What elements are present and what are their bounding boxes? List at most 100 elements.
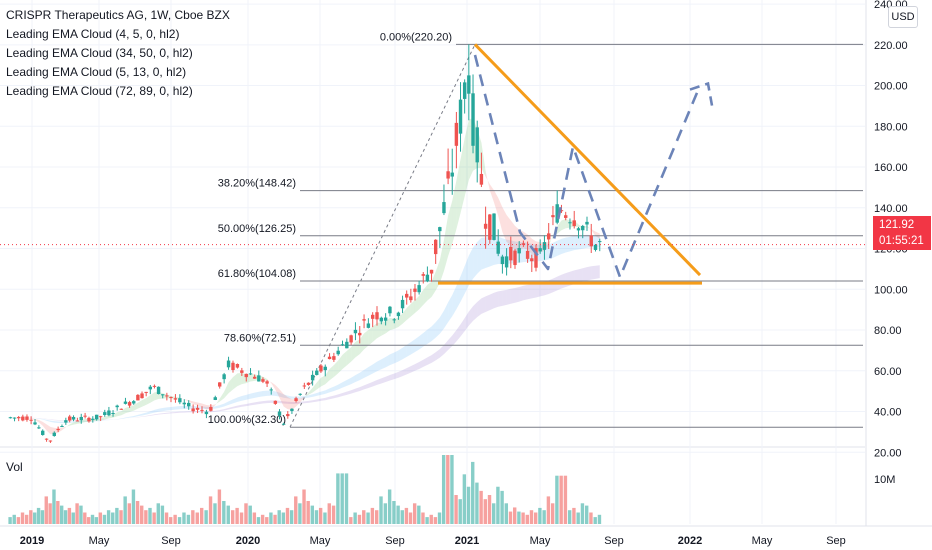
y-tick-label: 160.00	[874, 162, 908, 174]
ema-cloud-34-50	[359, 369, 365, 381]
ema-cloud-5-13	[38, 420, 43, 426]
x-tick-label: May	[530, 535, 551, 547]
candle-body	[37, 427, 41, 429]
ema-cloud-5-13	[452, 180, 457, 245]
candle-body	[83, 415, 87, 417]
candle-body	[353, 329, 358, 334]
volume-bar	[213, 503, 217, 524]
ema-cloud-5-13	[419, 289, 424, 310]
candle-body	[475, 127, 479, 163]
ema-cloud-34-50	[35, 418, 39, 419]
candle-body	[44, 438, 49, 440]
ema-cloud-34-50	[275, 391, 280, 397]
currency-badge[interactable]: USD	[888, 6, 918, 28]
ema-cloud-5-13	[561, 219, 566, 231]
candle-body	[530, 258, 534, 262]
ema-cloud-34-50	[137, 413, 143, 417]
indicator-ema-cloud-3[interactable]: Leading EMA Cloud (5, 13, 0, hl2)	[6, 65, 187, 79]
ema-cloud-72-89	[279, 400, 284, 404]
ema-cloud-34-50	[316, 391, 321, 396]
ema-cloud-5-13	[389, 317, 395, 331]
x-tick-label: 2020	[236, 535, 260, 547]
candle-body	[559, 210, 564, 212]
candle-body	[576, 228, 581, 231]
ema-cloud-5-13	[100, 416, 105, 421]
volume-bar	[479, 490, 483, 524]
volume-bar	[400, 510, 404, 524]
volume-bar	[148, 507, 152, 524]
ema-cloud-72-89	[385, 375, 390, 383]
candle-body	[421, 274, 425, 276]
ema-cloud-72-89	[377, 378, 382, 385]
volume-bar	[340, 473, 344, 524]
volume-bar	[20, 512, 25, 524]
ema-cloud-72-89	[394, 371, 399, 380]
volume-bar	[256, 517, 261, 524]
candle-body	[379, 317, 384, 322]
candle-body	[555, 204, 559, 223]
ema-cloud-5-13	[523, 231, 528, 250]
volume-bar	[235, 507, 239, 524]
volume-bar	[63, 510, 68, 524]
indicator-ema-cloud-1[interactable]: Leading EMA Cloud (4, 5, 0, hl2)	[6, 27, 180, 41]
candle-body	[488, 214, 492, 240]
ema-cloud-5-13	[394, 317, 399, 329]
candle-body	[413, 288, 417, 292]
ema-cloud-72-89	[535, 282, 541, 298]
volume-bar	[318, 507, 323, 524]
indicator-ema-cloud-2[interactable]: Leading EMA Cloud (34, 50, 0, hl2)	[6, 46, 193, 60]
candle-body	[161, 394, 165, 396]
x-tick-label: May	[310, 535, 331, 547]
volume-bar	[29, 510, 33, 524]
ema-cloud-72-89	[228, 406, 233, 410]
volume-bar	[323, 512, 327, 524]
ema-cloud-34-50	[100, 420, 105, 422]
fibonacci-retracement[interactable]: 0.00%(220.20) 38.20%(148.42) 50.00%(126.25…	[208, 31, 863, 428]
volume-bar	[131, 489, 136, 524]
symbol-title[interactable]: CRISPR Therapeutics AG, 1W, Cboe BZX	[6, 8, 230, 22]
ema-cloud-5-13	[237, 372, 242, 387]
candle-body	[388, 306, 392, 314]
candle-body	[438, 227, 442, 232]
ema-cloud-34-50	[121, 417, 126, 419]
ema-cloud-34-50	[427, 326, 432, 344]
candle-body	[29, 419, 33, 421]
volume-label[interactable]: Vol	[6, 460, 23, 474]
ema-cloud-34-50	[254, 391, 259, 398]
candle-body	[136, 394, 140, 401]
volume-bar	[433, 517, 438, 524]
ema-cloud-34-50	[565, 236, 570, 253]
ema-cloud-72-89	[133, 417, 138, 418]
candle-body	[286, 414, 290, 417]
trend-drawings[interactable]	[0, 43, 865, 285]
volume-bar	[269, 512, 273, 524]
volume-bar	[475, 482, 479, 524]
candle-body	[231, 362, 235, 371]
ema-cloud-34-50	[246, 393, 251, 400]
volume-bar	[336, 473, 340, 524]
ema-cloud-34-50	[481, 237, 486, 270]
ema-cloud-72-89	[523, 284, 528, 301]
candle-body	[442, 202, 446, 214]
y-tick-label: 40.00	[874, 407, 902, 419]
candle-body	[504, 256, 509, 268]
candle-body	[319, 365, 323, 372]
ema-cloud-34-50	[179, 405, 185, 410]
ema-cloud-72-89	[142, 415, 147, 417]
y-tick-label: 100.00	[874, 284, 908, 296]
ema-cloud-34-50	[355, 372, 360, 383]
ema-cloud-34-50	[468, 247, 474, 286]
ema-cloud-5-13	[489, 184, 495, 203]
volume-bar	[555, 475, 559, 524]
ema-cloud-72-89	[210, 410, 216, 413]
ema-cloud-34-50	[578, 235, 583, 250]
indicator-ema-cloud-4[interactable]: Leading EMA Cloud (72, 89, 0, hl2)	[6, 84, 193, 98]
volume-bar	[71, 512, 75, 524]
candle-body	[551, 215, 555, 218]
volume-bar	[222, 501, 226, 524]
ema-cloud-5-13	[50, 426, 55, 435]
candle-body	[568, 222, 572, 224]
volume-bar	[504, 503, 509, 524]
